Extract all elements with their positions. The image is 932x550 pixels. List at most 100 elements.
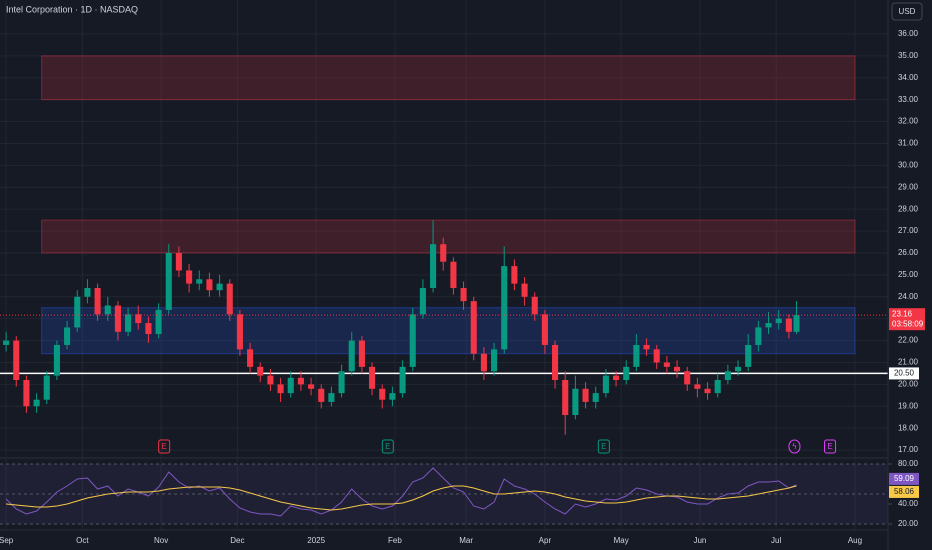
candle-body: [23, 380, 30, 407]
candle-body: [755, 327, 762, 345]
y-tick-label: 30.00: [898, 160, 919, 169]
candle-body: [43, 375, 50, 400]
candle-body: [735, 366, 742, 372]
last-price-tag: [889, 308, 925, 331]
event-marker: [597, 439, 610, 454]
candle-body: [186, 270, 193, 284]
candle-body: [501, 266, 508, 350]
countdown: 03:58:09: [892, 319, 924, 328]
candle-body: [552, 344, 559, 380]
currency[interactable]: USD: [899, 7, 916, 16]
x-tick-label: Dec: [230, 536, 244, 545]
zone: [41, 55, 856, 101]
y-tick-label: 22.00: [898, 336, 919, 345]
candle-body: [328, 393, 335, 402]
candle-body: [155, 309, 162, 335]
x-tick-label: May: [614, 536, 629, 545]
y-tick-label: 28.00: [898, 204, 919, 213]
rsi-tick-label: 80.00: [898, 459, 919, 468]
x-tick-label: 2025: [307, 536, 325, 545]
x-tick-label: Feb: [388, 536, 402, 545]
candle-body: [13, 340, 20, 380]
event-label: E: [385, 442, 390, 451]
candle-body: [399, 366, 406, 394]
candle-body: [287, 377, 294, 394]
candle-body: [470, 301, 477, 354]
candle-body: [653, 349, 660, 363]
rsi-tick-label: 40.00: [898, 499, 919, 508]
y-tick-label: 27.00: [898, 226, 919, 235]
candle-body: [674, 366, 681, 372]
candle-body: [592, 393, 599, 402]
candle-body: [358, 340, 365, 367]
candle-body: [582, 388, 589, 402]
candle-body: [135, 314, 142, 324]
candle-body: [541, 314, 548, 345]
candle-body: [206, 279, 213, 291]
candle-body: [511, 266, 518, 284]
x-tick-label: Nov: [154, 536, 168, 545]
candle-body: [74, 296, 81, 328]
candle-body: [663, 362, 670, 367]
y-tick-label: 36.00: [898, 29, 919, 38]
candle-body: [297, 377, 304, 385]
y-tick-label: 32.00: [898, 117, 919, 126]
y-tick-label: 24.00: [898, 292, 919, 301]
candle-body: [318, 388, 325, 402]
currency-box[interactable]: [891, 2, 923, 21]
candle-body: [643, 344, 650, 350]
event-marker: [788, 439, 801, 454]
x-tick-label: Sep: [0, 536, 14, 545]
x-tick-label: Jun: [693, 536, 706, 545]
candle-body: [145, 323, 152, 335]
candle-body: [308, 384, 315, 389]
hline-tag: [889, 367, 919, 380]
candle-body: [430, 244, 437, 289]
candle-body: [267, 375, 274, 385]
zone: [41, 307, 856, 355]
candle-body: [64, 327, 71, 345]
candle-body: [53, 344, 60, 376]
candle-body: [765, 323, 772, 328]
candle-body: [775, 318, 782, 324]
candle-body: [623, 366, 630, 380]
last-price: 23.16: [892, 309, 913, 318]
candle-body: [409, 314, 416, 367]
event-marker: [381, 439, 394, 454]
x-tick-label: Mar: [459, 536, 473, 545]
candle-body: [84, 288, 91, 297]
candle-body: [633, 344, 640, 367]
candle-body: [785, 318, 792, 332]
candle-body: [684, 371, 691, 385]
y-tick-label: 18.00: [898, 423, 919, 432]
rsi-value-tag: [889, 485, 919, 498]
candle-body: [714, 380, 721, 394]
candle-body: [450, 261, 457, 289]
y-tick-label: 35.00: [898, 51, 919, 60]
y-tick-label: 19.00: [898, 401, 919, 410]
y-tick-label: 21.00: [898, 358, 919, 367]
candle-body: [389, 393, 396, 400]
candle-body: [572, 388, 579, 416]
candle-body: [348, 340, 355, 372]
candle-body: [793, 315, 800, 332]
candle-body: [460, 288, 467, 302]
candle-body: [419, 288, 426, 315]
candle-body: [704, 388, 711, 394]
candle-body: [562, 380, 569, 416]
candle-body: [175, 252, 182, 271]
y-tick-label: 17.00: [898, 445, 919, 454]
candle-body: [369, 366, 376, 389]
rsi-value: 58.06: [894, 487, 915, 496]
event-label: E: [162, 442, 167, 451]
candle-body: [277, 384, 284, 394]
y-tick-label: 34.00: [898, 73, 919, 82]
candle-body: [3, 340, 10, 345]
event-marker: [824, 439, 837, 454]
x-tick-label: Jul: [771, 536, 781, 545]
event-label: ϟ: [792, 442, 797, 451]
symbol-title: Intel Corporation · 1D · NASDAQ: [6, 4, 138, 14]
x-tick-label: Oct: [76, 536, 89, 545]
candle-body: [745, 344, 752, 367]
rsi-line: [6, 485, 797, 511]
